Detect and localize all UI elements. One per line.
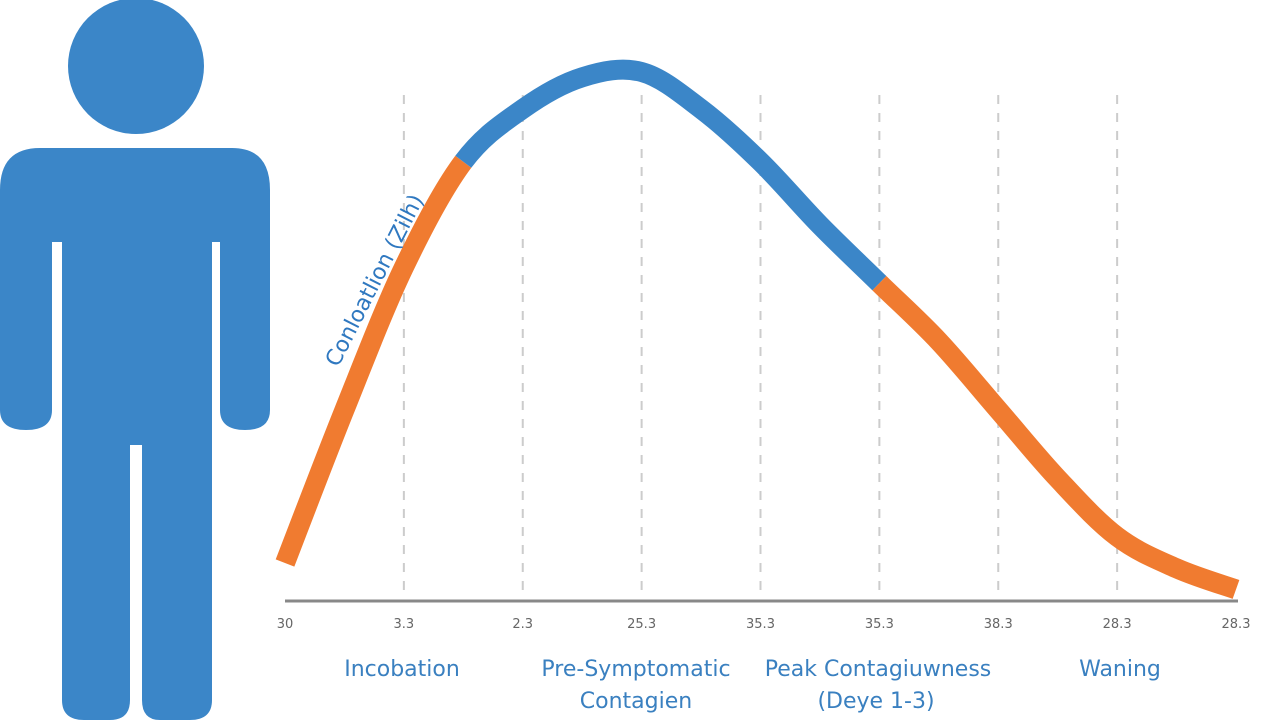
curve-segment-orange bbox=[872, 276, 1240, 599]
x-tick-label: 28.3 bbox=[1222, 617, 1251, 632]
phase-label-waning: Waning bbox=[1079, 657, 1161, 682]
x-tick-label: 25.3 bbox=[627, 617, 656, 632]
x-tick-label: 35.3 bbox=[865, 617, 894, 632]
x-tick-label: 30 bbox=[277, 617, 294, 632]
person-icon bbox=[0, 0, 270, 720]
phase-label-peak: Peak Contagiuwness bbox=[765, 657, 992, 682]
phase-label-presymptomatic-line2: Contagien bbox=[580, 689, 692, 714]
x-tick-label: 2.3 bbox=[512, 617, 533, 632]
phase-label-incubation: Incobation bbox=[344, 657, 460, 682]
x-tick-label: 35.3 bbox=[746, 617, 775, 632]
phase-label-presymptomatic: Pre-Symptomatic bbox=[541, 657, 730, 682]
x-tick-label: 3.3 bbox=[394, 617, 415, 632]
phase-labels: Incobation Pre-Symptomatic Contagien Pea… bbox=[344, 657, 1161, 714]
x-tick-label: 28.3 bbox=[1103, 617, 1132, 632]
x-tick-label: 38.3 bbox=[984, 617, 1013, 632]
curve-segment-blue bbox=[455, 59, 887, 291]
phase-label-peak-line2: (Deye 1-3) bbox=[817, 689, 934, 714]
curve-segment-orange bbox=[275, 155, 472, 567]
